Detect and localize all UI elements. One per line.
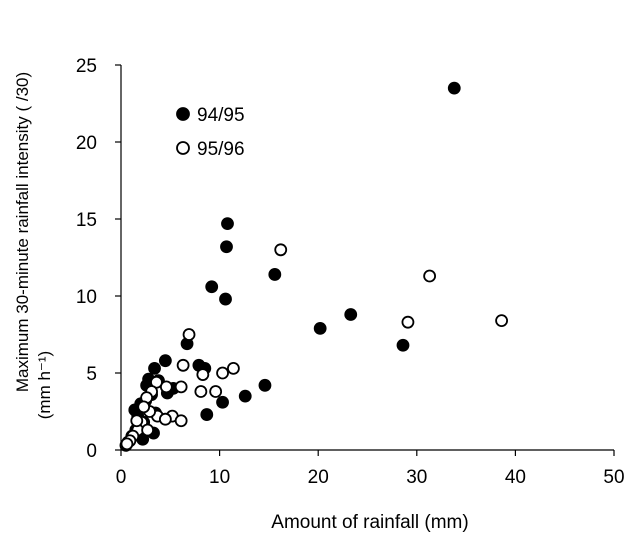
data-point-94-95 bbox=[447, 81, 461, 95]
data-point-94-95 bbox=[205, 280, 219, 294]
data-point-94-95 bbox=[219, 292, 232, 306]
data-point-95-96 bbox=[174, 380, 188, 394]
legend-marker bbox=[176, 107, 190, 121]
y-axis-unit: (mm h⁻¹) bbox=[35, 351, 54, 419]
x-tick-label: 0 bbox=[116, 467, 127, 488]
data-point-95-96 bbox=[227, 361, 240, 375]
data-point-95-96 bbox=[401, 315, 415, 329]
y-tick-label: 25 bbox=[76, 56, 97, 77]
data-point-95-96 bbox=[158, 412, 172, 426]
data-point-94-95 bbox=[216, 395, 229, 409]
data-point-95-96 bbox=[196, 368, 210, 381]
data-point-95-96 bbox=[137, 400, 151, 414]
data-points bbox=[119, 81, 508, 452]
y-tick-label: 5 bbox=[86, 364, 97, 385]
data-point-94-95 bbox=[344, 308, 358, 321]
y-axis-title: Maximum 30-minute rainfall intensity ( /… bbox=[13, 72, 32, 392]
y-tick-label: 20 bbox=[76, 133, 97, 154]
data-point-94-95 bbox=[220, 240, 233, 254]
data-point-94-95 bbox=[221, 217, 234, 231]
y-tick-label: 10 bbox=[76, 287, 97, 308]
data-point-95-96 bbox=[216, 366, 229, 380]
data-point-94-95 bbox=[200, 408, 214, 421]
data-point-95-96 bbox=[182, 328, 196, 341]
legend-marker bbox=[176, 141, 190, 155]
data-point-95-96 bbox=[423, 269, 437, 283]
data-point-94-95 bbox=[313, 321, 327, 335]
x-tick-label: 40 bbox=[505, 467, 526, 488]
data-point-95-96 bbox=[194, 385, 208, 398]
legend-label: 95/96 bbox=[197, 139, 245, 160]
x-axis-title: Amount of rainfall (mm) bbox=[271, 512, 468, 533]
data-point-94-95 bbox=[158, 354, 172, 368]
legend-label: 94/95 bbox=[197, 105, 245, 126]
data-point-94-95 bbox=[396, 338, 410, 352]
data-point-94-95 bbox=[258, 378, 272, 392]
data-point-95-96 bbox=[141, 423, 155, 437]
axes: 0 10 20 30 40 50 0 5 10 15 20 25 bbox=[76, 56, 625, 488]
x-tick-label: 30 bbox=[406, 467, 427, 488]
data-point-95-96 bbox=[274, 243, 288, 257]
data-point-95-96 bbox=[120, 437, 134, 451]
data-point-94-95 bbox=[238, 389, 252, 403]
data-point-95-96 bbox=[495, 314, 508, 328]
data-point-95-96 bbox=[209, 385, 223, 398]
data-point-95-96 bbox=[130, 414, 144, 428]
data-point-94-95 bbox=[148, 361, 161, 375]
x-tick-label: 10 bbox=[209, 467, 230, 488]
y-tick-label: 0 bbox=[86, 441, 97, 462]
data-point-95-96 bbox=[176, 358, 190, 372]
y-tick-label: 15 bbox=[76, 210, 97, 231]
data-point-94-95 bbox=[268, 268, 282, 281]
x-tick-label: 50 bbox=[603, 467, 624, 488]
x-tick-label: 20 bbox=[308, 467, 329, 488]
data-point-95-96 bbox=[174, 414, 188, 428]
legend: 94/95 95/96 bbox=[176, 105, 245, 160]
